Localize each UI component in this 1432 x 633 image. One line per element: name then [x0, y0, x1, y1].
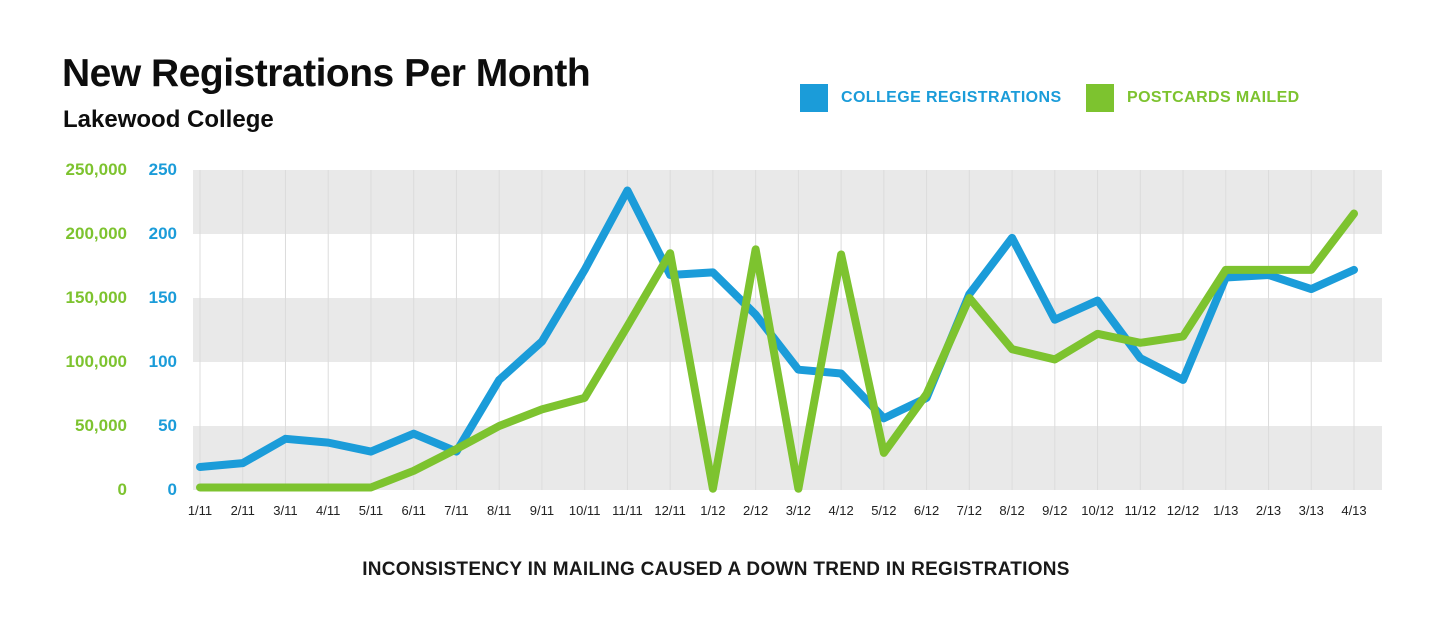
x-tick-label: 3/12 [785, 503, 812, 518]
x-tick-label: 7/11 [444, 503, 469, 518]
y-tick-right: 50 [158, 416, 177, 435]
y-tick-right: 0 [167, 480, 177, 499]
x-tick-label: 4/11 [316, 503, 341, 518]
x-tick-label: 1/13 [1213, 503, 1239, 518]
x-tick-label: 10/12 [1081, 503, 1114, 518]
plot-band [193, 170, 1382, 234]
x-tick-label: 7/12 [956, 503, 982, 518]
y-tick-right: 200 [148, 224, 177, 243]
x-tick-label: 8/12 [999, 503, 1025, 518]
series-line-postcards-mailed [196, 209, 1358, 493]
chart-title: New Registrations Per Month [62, 52, 591, 95]
y-tick-left: 100,000 [65, 352, 127, 371]
legend-item-college-registrations: COLLEGE REGISTRATIONS [800, 84, 1062, 112]
x-tick-label: 11/11 [612, 503, 643, 518]
x-tick-label: 11/12 [1124, 503, 1157, 518]
y-tick-left: 150,000 [65, 288, 127, 307]
y-tick-left: 250,000 [65, 160, 127, 179]
x-tick-label: 1/11 [187, 503, 213, 518]
chart-subtitle: Lakewood College [63, 106, 274, 133]
x-tick-label: 8/11 [487, 503, 512, 518]
x-tick-label: 5/11 [358, 503, 384, 518]
chart-caption: INCONSISTENCY IN MAILING CAUSED A DOWN T… [362, 559, 1070, 580]
y-tick-right: 100 [148, 352, 177, 371]
x-tick-label: 1/12 [700, 503, 726, 518]
x-tick-label: 2/12 [742, 503, 769, 518]
legend-item-postcards-mailed: POSTCARDS MAILED [1086, 84, 1300, 112]
legend-label-college-registrations: COLLEGE REGISTRATIONS [841, 89, 1062, 106]
x-tick-label: 6/12 [913, 503, 940, 518]
x-tick-label: 6/11 [401, 503, 426, 518]
x-tick-label: 4/12 [828, 503, 854, 518]
legend-label-postcards-mailed: POSTCARDS MAILED [1127, 89, 1300, 106]
x-tick-label: 12/11 [654, 503, 686, 518]
x-tick-label: 9/11 [529, 503, 555, 518]
x-tick-label: 4/13 [1341, 503, 1367, 518]
legend-swatch-blue [800, 84, 828, 112]
x-tick-label: 5/12 [871, 503, 897, 518]
x-tick-label: 2/11 [230, 503, 255, 518]
x-tick-label: 9/12 [1042, 503, 1068, 518]
y-tick-left: 200,000 [65, 224, 127, 243]
x-tick-label: 2/13 [1255, 503, 1282, 518]
y-tick-right: 250 [148, 160, 177, 179]
series-line-college-registrations [196, 186, 1358, 471]
x-tick-label: 10/11 [568, 503, 601, 518]
y-tick-left: 50,000 [75, 416, 127, 435]
x-tick-label: 3/11 [273, 503, 298, 518]
x-tick-label: 12/12 [1166, 503, 1200, 518]
y-tick-right: 150 [148, 288, 177, 307]
x-tick-label: 3/13 [1298, 503, 1324, 518]
legend-swatch-green [1086, 84, 1114, 112]
y-tick-left: 0 [117, 480, 127, 499]
